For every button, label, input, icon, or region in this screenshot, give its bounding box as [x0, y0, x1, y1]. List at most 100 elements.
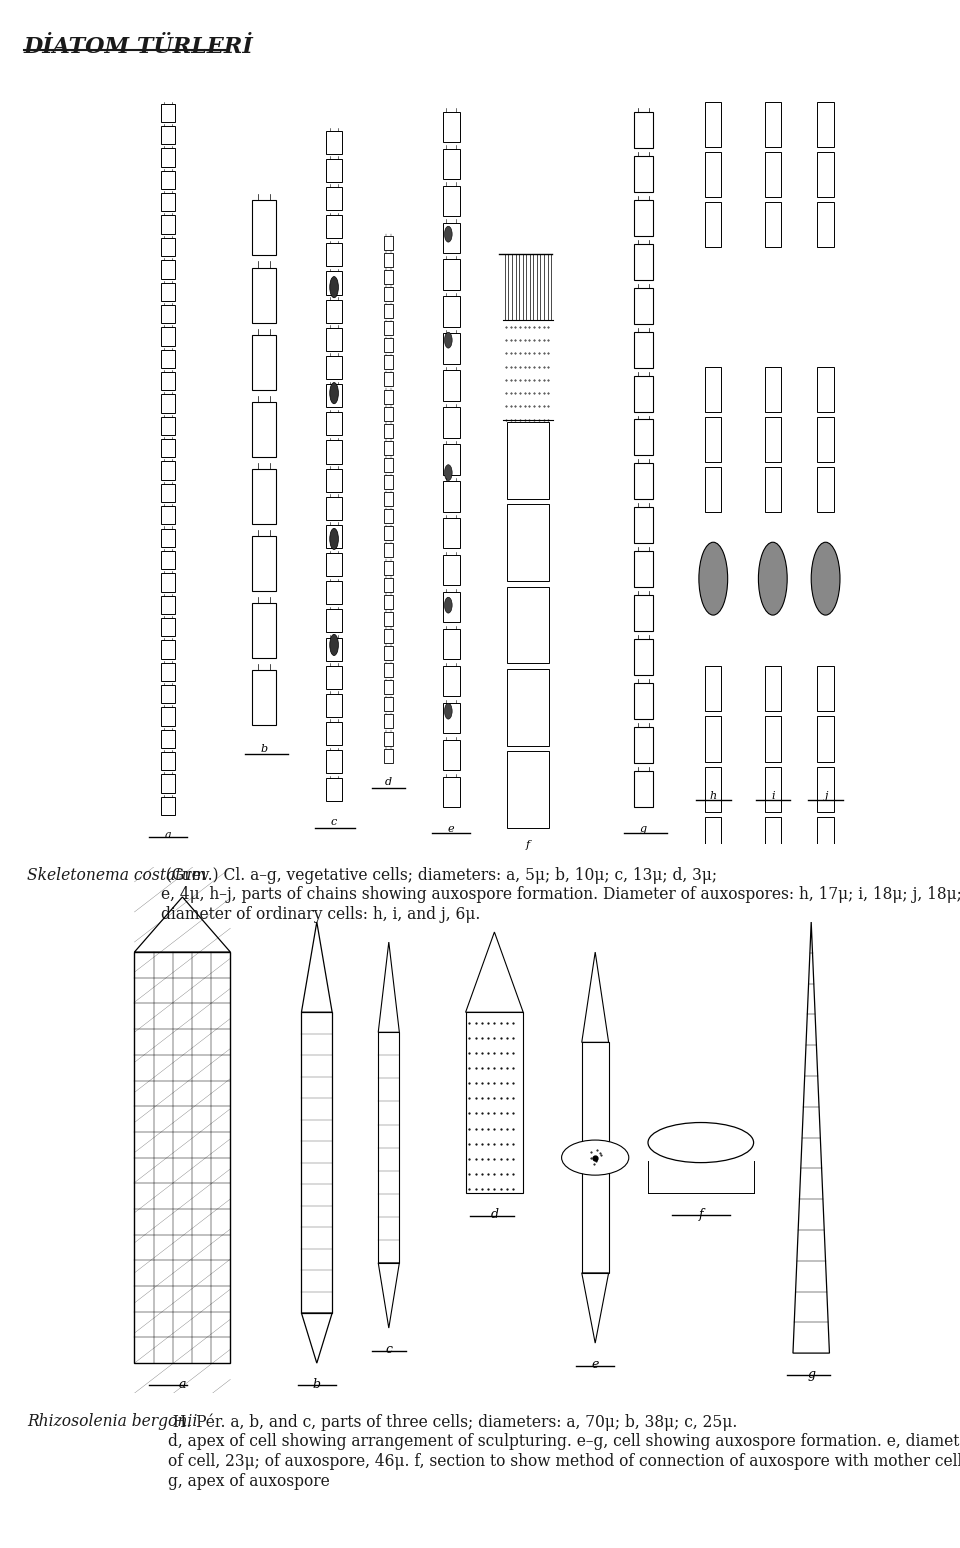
Text: g: g	[639, 824, 647, 834]
Bar	[326, 412, 342, 435]
Bar	[161, 395, 175, 413]
Bar	[384, 628, 394, 642]
Bar	[161, 596, 175, 615]
Bar	[705, 102, 722, 147]
Bar	[384, 286, 394, 300]
Bar	[443, 223, 460, 252]
Bar	[252, 268, 276, 322]
Bar	[765, 467, 781, 512]
Bar	[705, 666, 722, 711]
Bar	[326, 328, 342, 351]
Text: i: i	[771, 791, 775, 800]
Bar	[161, 618, 175, 636]
Bar	[326, 779, 342, 802]
Text: (Grev.) Cl. a–g, vegetative cells; diameters: a, 5μ; b, 10μ; c, 13μ; d, 3μ;
e, 4: (Grev.) Cl. a–g, vegetative cells; diame…	[161, 867, 960, 923]
Text: c: c	[331, 817, 337, 827]
Bar	[161, 149, 175, 167]
Bar	[582, 1042, 609, 1272]
Ellipse shape	[699, 542, 728, 615]
Text: d: d	[385, 777, 393, 788]
Bar	[818, 717, 833, 762]
Bar	[384, 560, 394, 574]
Bar	[443, 333, 460, 364]
Bar	[384, 407, 394, 421]
Bar	[634, 463, 653, 500]
Bar	[765, 817, 781, 862]
Bar	[634, 420, 653, 455]
Bar	[161, 551, 175, 570]
Bar	[443, 370, 460, 401]
Bar	[378, 1033, 399, 1263]
Bar	[818, 203, 833, 248]
Bar	[705, 416, 722, 461]
Bar	[765, 717, 781, 762]
Ellipse shape	[330, 382, 339, 404]
Bar	[384, 475, 394, 489]
Ellipse shape	[758, 542, 787, 615]
Bar	[326, 638, 342, 661]
Bar	[384, 611, 394, 625]
Bar	[326, 356, 342, 379]
Bar	[326, 215, 342, 238]
Bar	[384, 697, 394, 712]
Ellipse shape	[444, 703, 452, 720]
Bar	[705, 203, 722, 248]
Bar	[252, 602, 276, 658]
Bar	[818, 152, 833, 197]
Text: H. Pér. a, b, and c, parts of three cells; diameters: a, 70μ; b, 38μ; c, 25μ.
d,: H. Pér. a, b, and c, parts of three cell…	[168, 1413, 960, 1489]
Bar	[161, 350, 175, 368]
Bar	[705, 717, 722, 762]
Bar	[443, 666, 460, 697]
Bar	[765, 367, 781, 412]
Text: Rhizosolenia bergonii: Rhizosolenia bergonii	[27, 1413, 197, 1430]
Ellipse shape	[811, 542, 840, 615]
Bar	[765, 102, 781, 147]
Bar	[161, 573, 175, 591]
Bar	[818, 367, 833, 412]
Bar	[161, 797, 175, 816]
Bar	[384, 424, 394, 438]
Bar	[705, 152, 722, 197]
Bar	[384, 339, 394, 353]
Bar	[252, 536, 276, 591]
Bar	[384, 269, 394, 283]
Bar	[326, 441, 342, 463]
Bar	[161, 238, 175, 255]
Text: f: f	[699, 1207, 703, 1221]
Bar	[161, 327, 175, 345]
Text: e: e	[448, 824, 454, 834]
Bar	[634, 551, 653, 587]
Bar	[161, 663, 175, 681]
Bar	[443, 556, 460, 585]
Bar	[507, 423, 549, 498]
Bar	[161, 170, 175, 189]
Bar	[326, 130, 342, 153]
Bar	[634, 726, 653, 763]
Bar	[384, 303, 394, 317]
Text: h: h	[709, 791, 717, 800]
Bar	[161, 215, 175, 234]
Bar	[326, 694, 342, 717]
Bar	[765, 203, 781, 248]
Bar	[818, 416, 833, 461]
Bar	[326, 610, 342, 633]
Bar	[326, 525, 342, 548]
Bar	[443, 703, 460, 734]
Bar	[161, 774, 175, 793]
Ellipse shape	[444, 464, 452, 480]
Bar	[161, 283, 175, 300]
Ellipse shape	[648, 1122, 754, 1163]
Bar	[326, 384, 342, 407]
Bar	[384, 577, 394, 591]
Bar	[384, 390, 394, 404]
Bar	[326, 553, 342, 576]
Bar	[384, 252, 394, 266]
Bar	[252, 670, 276, 724]
Bar	[161, 461, 175, 480]
Text: a: a	[165, 830, 171, 841]
Bar	[507, 587, 549, 664]
Bar	[443, 296, 460, 327]
Bar	[634, 113, 653, 149]
Bar	[161, 260, 175, 279]
Bar	[326, 721, 342, 745]
